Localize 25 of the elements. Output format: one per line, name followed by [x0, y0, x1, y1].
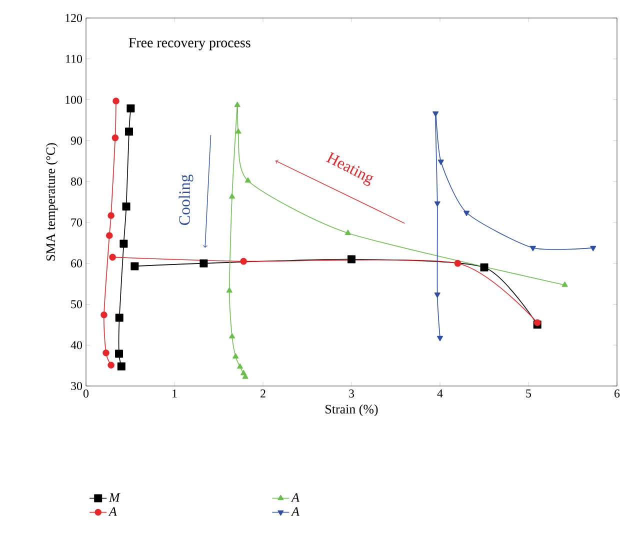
y-tick-label: 90 — [70, 136, 82, 145]
x-tick-label: 1 — [172, 390, 177, 398]
annotation: Cooling — [178, 174, 194, 225]
y-tick-label: 40 — [70, 341, 82, 350]
y-axis-title: SMA temperature (°C) — [46, 143, 58, 261]
y-tick-label: 110 — [66, 54, 82, 63]
legend-label: M — [108, 493, 120, 502]
legend-label: A — [290, 493, 300, 502]
y-tick-label: 60 — [71, 259, 82, 268]
annotation: Free recovery process — [128, 38, 250, 50]
x-axis-title: Strain (%) — [326, 404, 378, 416]
y-tick-label: 80 — [70, 178, 82, 186]
x-tick-label: 6 — [614, 390, 620, 398]
legend-label: A — [108, 507, 117, 516]
y-tick-label: 50 — [71, 300, 82, 308]
x-tick-label: 2 — [260, 390, 266, 398]
x-tick-label: 5 — [526, 390, 532, 398]
x-tick-label: 4 — [437, 390, 443, 398]
y-tick-label: 70 — [71, 218, 82, 226]
x-tick-label: 0 — [83, 390, 89, 398]
y-tick-label: 30 — [71, 382, 82, 390]
y-tick-label: 100 — [66, 96, 82, 104]
y-tick-label: 120 — [66, 14, 82, 22]
legend-label: A — [290, 507, 300, 516]
x-tick-label: 3 — [349, 390, 354, 398]
